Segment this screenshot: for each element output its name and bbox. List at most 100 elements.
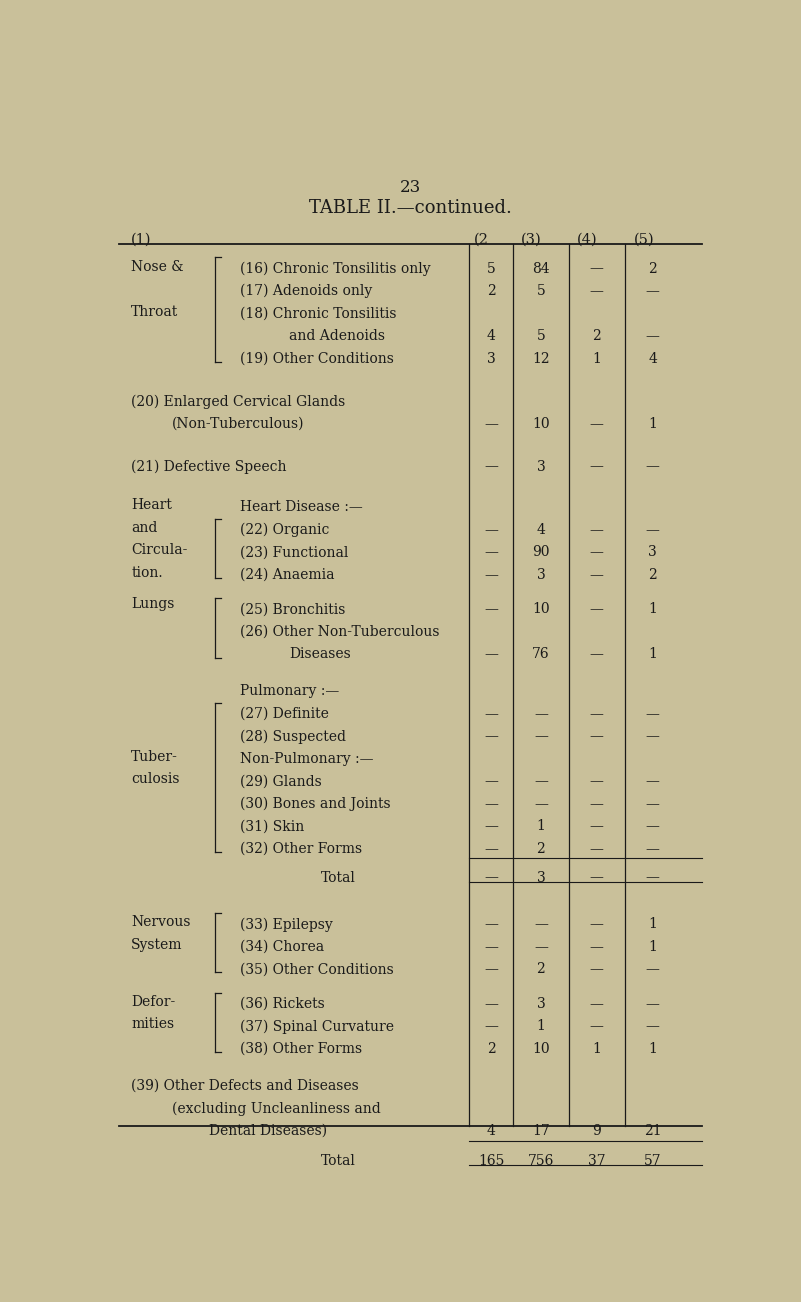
Text: —: — — [590, 546, 604, 560]
Text: —: — — [590, 1019, 604, 1034]
Text: 12: 12 — [532, 352, 549, 366]
Text: —: — — [485, 729, 498, 743]
Text: —: — — [646, 1019, 659, 1034]
Text: 4: 4 — [487, 1124, 496, 1138]
Text: —: — — [485, 842, 498, 855]
Text: —: — — [485, 707, 498, 720]
Text: Nose &: Nose & — [131, 259, 183, 273]
Text: Total: Total — [320, 871, 356, 884]
Text: and Adenoids: and Adenoids — [289, 329, 385, 344]
Text: —: — — [485, 797, 498, 811]
Text: 165: 165 — [478, 1155, 505, 1168]
Text: —: — — [485, 1019, 498, 1034]
Text: (excluding Uncleanliness and: (excluding Uncleanliness and — [171, 1101, 380, 1116]
Text: —: — — [485, 568, 498, 582]
Text: 2: 2 — [487, 284, 496, 298]
Text: —: — — [590, 603, 604, 616]
Text: (25) Bronchitis: (25) Bronchitis — [239, 603, 345, 616]
Text: 1: 1 — [537, 819, 545, 833]
Text: 3: 3 — [537, 871, 545, 884]
Text: (29) Glands: (29) Glands — [239, 775, 321, 788]
Text: —: — — [590, 729, 604, 743]
Text: Non-Pulmonary :—: Non-Pulmonary :— — [239, 751, 373, 766]
Text: (36) Rickets: (36) Rickets — [239, 997, 324, 1010]
Text: 4: 4 — [648, 352, 657, 366]
Text: —: — — [485, 917, 498, 931]
Text: —: — — [590, 871, 604, 884]
Text: 23: 23 — [400, 180, 421, 197]
Text: Dental Diseases): Dental Diseases) — [209, 1124, 327, 1138]
Text: 84: 84 — [532, 262, 549, 276]
Text: Circula-: Circula- — [131, 543, 187, 557]
Text: 1: 1 — [648, 603, 657, 616]
Text: (37) Spinal Curvature: (37) Spinal Curvature — [239, 1019, 394, 1034]
Text: (1): (1) — [131, 233, 151, 246]
Text: —: — — [646, 729, 659, 743]
Text: —: — — [485, 647, 498, 661]
Text: (17) Adenoids only: (17) Adenoids only — [239, 284, 372, 298]
Text: —: — — [590, 262, 604, 276]
Text: System: System — [131, 937, 183, 952]
Text: Heart: Heart — [131, 499, 172, 512]
Text: 9: 9 — [593, 1124, 601, 1138]
Text: 1: 1 — [648, 940, 657, 954]
Text: (19) Other Conditions: (19) Other Conditions — [239, 352, 393, 366]
Text: Heart Disease :—: Heart Disease :— — [239, 500, 363, 514]
Text: 57: 57 — [644, 1155, 662, 1168]
Text: —: — — [646, 819, 659, 833]
Text: —: — — [590, 522, 604, 536]
Text: (39) Other Defects and Diseases: (39) Other Defects and Diseases — [131, 1078, 359, 1092]
Text: 76: 76 — [532, 647, 549, 661]
Text: (28) Suspected: (28) Suspected — [239, 729, 346, 743]
Text: Lungs: Lungs — [131, 598, 175, 612]
Text: 10: 10 — [532, 1042, 549, 1056]
Text: —: — — [534, 775, 548, 788]
Text: Tuber-: Tuber- — [131, 750, 178, 764]
Text: —: — — [590, 940, 604, 954]
Text: —: — — [646, 997, 659, 1010]
Text: (23) Functional: (23) Functional — [239, 546, 348, 560]
Text: —: — — [485, 819, 498, 833]
Text: (22) Organic: (22) Organic — [239, 522, 329, 536]
Text: —: — — [485, 940, 498, 954]
Text: 2: 2 — [537, 962, 545, 976]
Text: —: — — [485, 417, 498, 431]
Text: 2: 2 — [537, 842, 545, 855]
Text: 17: 17 — [532, 1124, 549, 1138]
Text: —: — — [646, 707, 659, 720]
Text: 90: 90 — [532, 546, 549, 560]
Text: (26) Other Non-Tuberculous: (26) Other Non-Tuberculous — [239, 625, 439, 639]
Text: 37: 37 — [588, 1155, 606, 1168]
Text: 1: 1 — [648, 647, 657, 661]
Text: (35) Other Conditions: (35) Other Conditions — [239, 962, 393, 976]
Text: 1: 1 — [592, 352, 602, 366]
Text: —: — — [590, 568, 604, 582]
Text: Pulmonary :—: Pulmonary :— — [239, 684, 339, 698]
Text: —: — — [646, 871, 659, 884]
Text: (32) Other Forms: (32) Other Forms — [239, 842, 362, 855]
Text: —: — — [485, 997, 498, 1010]
Text: 756: 756 — [528, 1155, 554, 1168]
Text: —: — — [534, 940, 548, 954]
Text: —: — — [485, 460, 498, 474]
Text: (18) Chronic Tonsilitis: (18) Chronic Tonsilitis — [239, 306, 396, 320]
Text: 3: 3 — [537, 997, 545, 1010]
Text: 3: 3 — [537, 460, 545, 474]
Text: 5: 5 — [537, 329, 545, 344]
Text: (38) Other Forms: (38) Other Forms — [239, 1042, 362, 1056]
Text: —: — — [646, 962, 659, 976]
Text: —: — — [485, 546, 498, 560]
Text: 10: 10 — [532, 417, 549, 431]
Text: (3): (3) — [521, 233, 541, 246]
Text: —: — — [534, 707, 548, 720]
Text: —: — — [534, 729, 548, 743]
Text: (2: (2 — [474, 233, 489, 246]
Text: —: — — [646, 329, 659, 344]
Text: —: — — [590, 417, 604, 431]
Text: —: — — [590, 797, 604, 811]
Text: Throat: Throat — [131, 305, 179, 319]
Text: 3: 3 — [648, 546, 657, 560]
Text: TABLE II.—continued.: TABLE II.—continued. — [309, 199, 512, 217]
Text: 2: 2 — [593, 329, 601, 344]
Text: 1: 1 — [537, 1019, 545, 1034]
